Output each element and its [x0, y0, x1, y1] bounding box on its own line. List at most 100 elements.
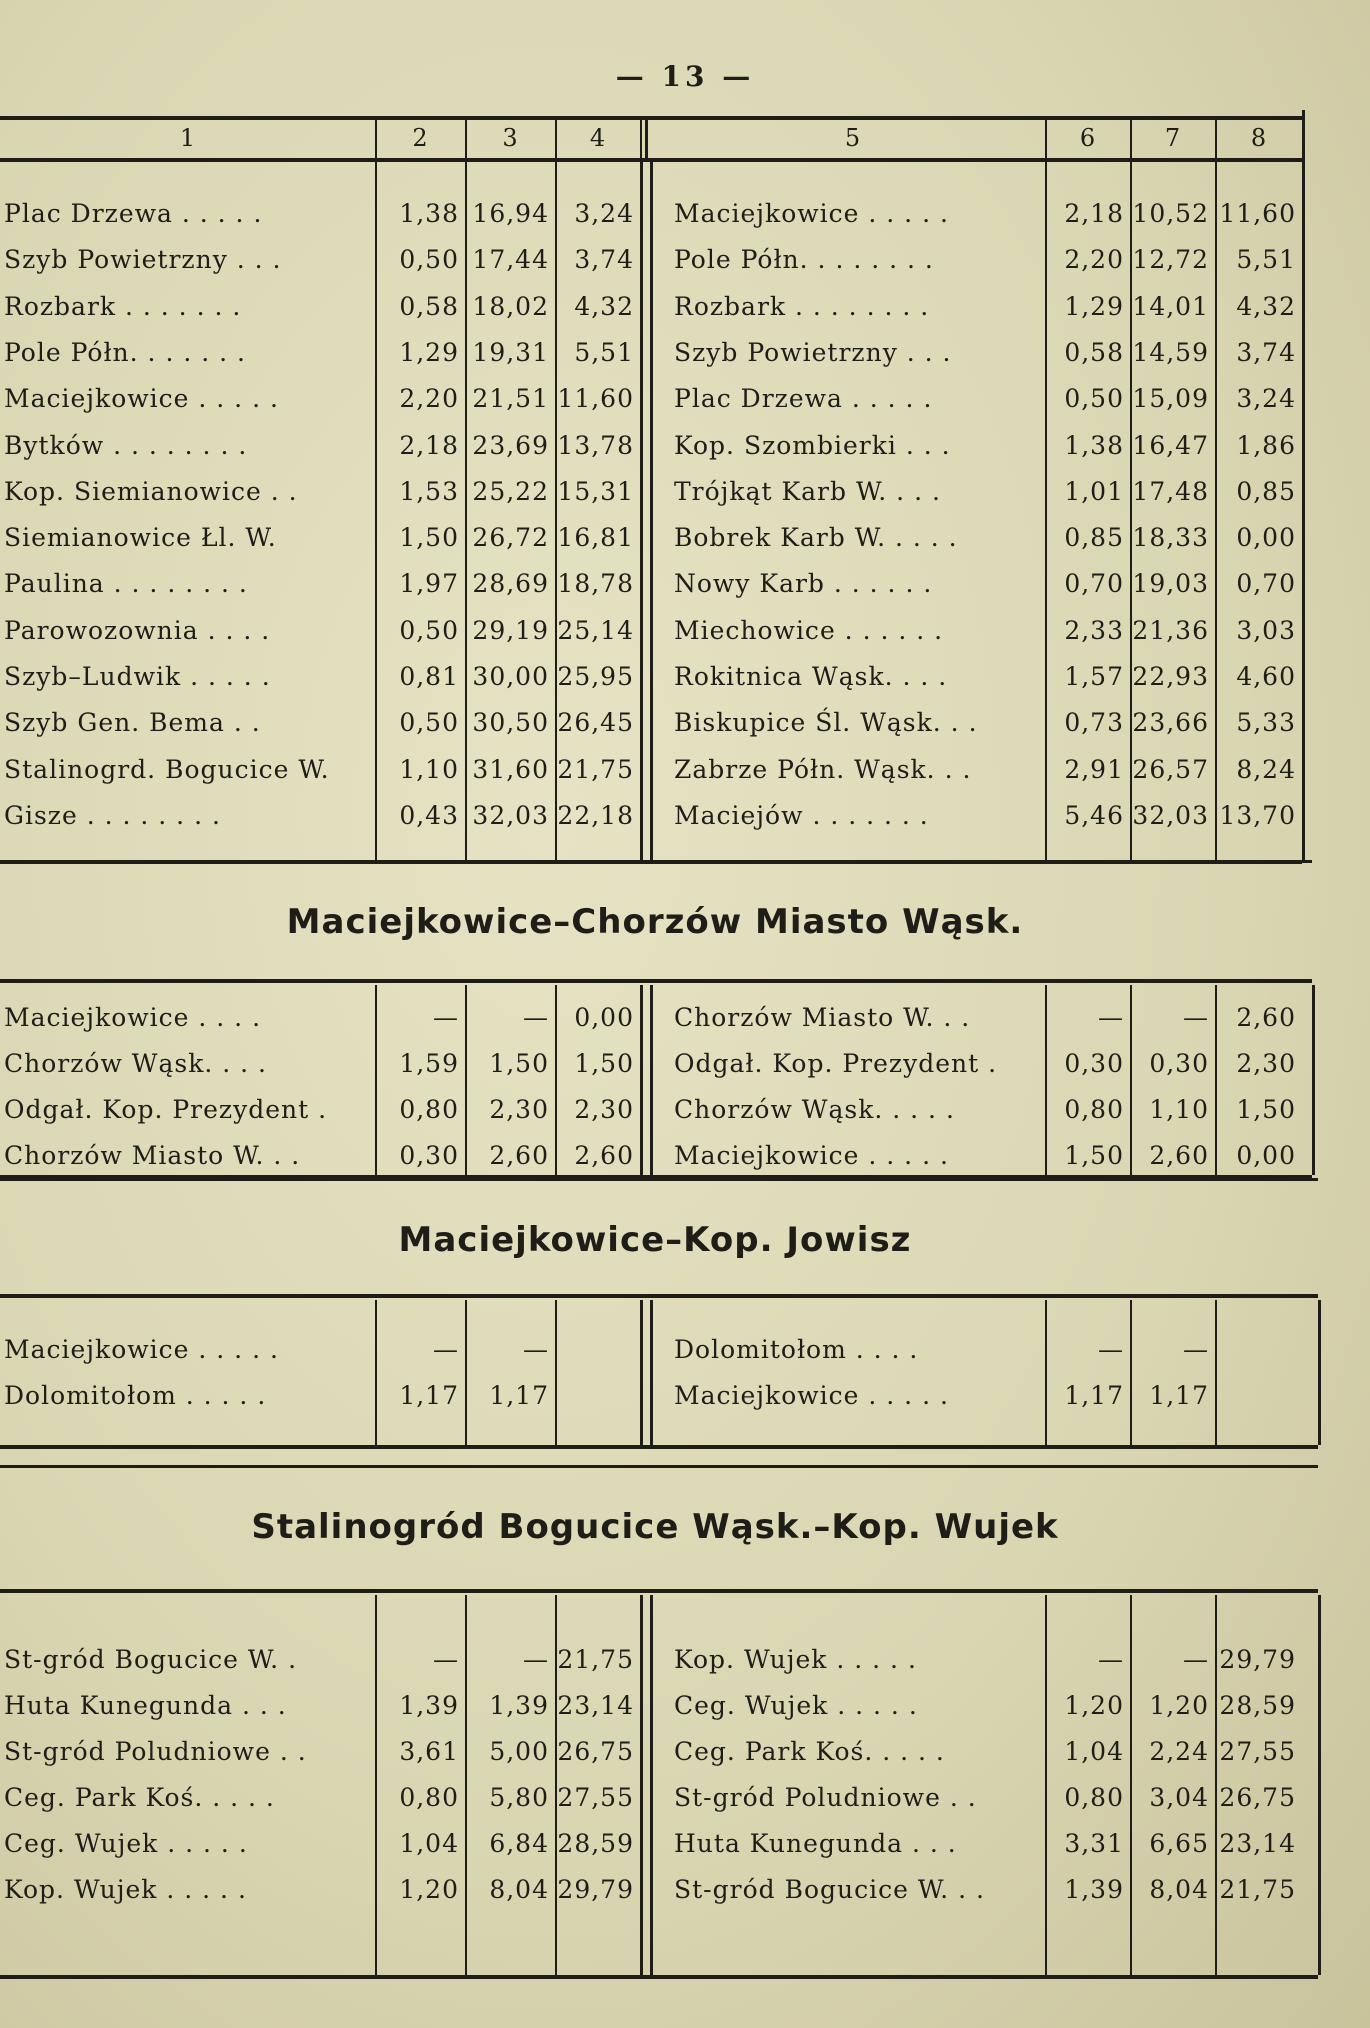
distance-value: 1,38: [399, 199, 459, 228]
station-name: Zabrze Półn. Wąsk. . .: [674, 754, 972, 784]
distance-value: 0,85: [1236, 476, 1296, 506]
station-name: St-gród Poludniowe . .: [674, 1783, 977, 1812]
distance-value: 15,31: [557, 476, 634, 506]
station-name: St-gród Poludniowe . .: [4, 1737, 307, 1766]
distance-value: 8,24: [1236, 754, 1296, 784]
distance-value: 1,39: [1064, 1875, 1124, 1904]
station-name: Chorzów Miasto W. . .: [674, 1003, 971, 1032]
column-divider: [1318, 1300, 1321, 1445]
station-name: Maciejkowice . . . . .: [4, 1335, 279, 1364]
column-divider: [1130, 118, 1132, 158]
distance-value: 1,50: [574, 1049, 634, 1078]
distance-value: 12,72: [1132, 245, 1209, 275]
distance-value: 11,60: [557, 384, 634, 414]
column-header: 7: [1164, 124, 1181, 152]
station-name: Maciejkowice . . . . .: [674, 1141, 949, 1170]
station-name: Plac Drzewa . . . . .: [4, 199, 263, 228]
distance-value: 3,74: [1236, 337, 1296, 367]
column-divider: [1215, 1300, 1217, 1445]
distance-value: 2,60: [489, 1141, 549, 1170]
column-divider: [375, 985, 377, 1175]
distance-value: 30,00: [472, 662, 549, 691]
column-divider: [1215, 160, 1217, 860]
distance-value: —: [1098, 1003, 1124, 1032]
column-divider: [555, 985, 557, 1175]
distance-value: 17,44: [472, 245, 549, 275]
distance-value: 1,50: [1236, 1095, 1296, 1124]
distance-value: —: [523, 1645, 549, 1674]
distance-value: 0,00: [1236, 523, 1296, 553]
distance-value: 21,75: [1219, 1875, 1296, 1904]
column-divider: [1302, 110, 1305, 860]
column-divider: [375, 1300, 377, 1445]
column-header: 2: [412, 124, 428, 152]
column-divider: [1215, 985, 1217, 1175]
distance-value: 21,75: [557, 1645, 634, 1674]
distance-value: 4,60: [1236, 662, 1296, 691]
station-name: Dolomitołom . . . . .: [4, 1381, 267, 1410]
distance-value: 28,59: [557, 1829, 634, 1858]
column-divider: [1045, 985, 1047, 1175]
distance-value: 0,80: [399, 1095, 459, 1124]
distance-value: 3,31: [1064, 1829, 1124, 1858]
column-divider: [465, 160, 467, 860]
distance-value: 1,53: [399, 476, 459, 506]
section-title: Maciejkowice–Kop. Jowisz: [398, 1220, 912, 1260]
distance-value: 26,75: [557, 1737, 634, 1766]
column-divider: [375, 160, 377, 860]
distance-value: 21,36: [1132, 615, 1209, 645]
distance-value: 15,09: [1132, 384, 1209, 414]
column-divider: [465, 1300, 467, 1445]
column-divider: [640, 985, 643, 1175]
horizontal-rule: [0, 1465, 1318, 1468]
distance-value: 0,30: [1064, 1049, 1124, 1078]
distance-value: 23,14: [557, 1691, 634, 1720]
distance-value: —: [1183, 1645, 1209, 1674]
distance-value: 0,70: [1064, 569, 1124, 599]
column-divider: [1318, 1595, 1321, 1975]
station-name: Rozbark . . . . . . . .: [674, 291, 930, 321]
distance-value: 0,50: [399, 708, 459, 738]
column-header: 3: [502, 124, 518, 152]
distance-value: 0,58: [399, 291, 459, 321]
column-divider: [1045, 1595, 1047, 1975]
station-name: Pole Półn. . . . . . .: [4, 337, 246, 367]
column-divider: [1312, 985, 1315, 1175]
distance-value: 1,86: [1236, 430, 1296, 460]
distance-value: 8,04: [489, 1875, 549, 1904]
distance-value: 1,38: [1064, 430, 1124, 460]
distance-value: 29,19: [472, 615, 549, 645]
distance-value: 1,59: [399, 1049, 459, 1078]
station-name: Maciejkowice . . . .: [4, 1003, 262, 1032]
distance-value: 2,18: [1064, 199, 1124, 228]
page-number: — 13 —: [615, 60, 755, 93]
station-name: Bytków . . . . . . . .: [4, 430, 248, 460]
column-divider: [1130, 160, 1132, 860]
distance-value: 2,30: [1236, 1049, 1296, 1078]
distance-value: 23,66: [1132, 708, 1209, 738]
distance-value: 2,20: [1064, 245, 1124, 275]
distance-value: 2,18: [399, 430, 459, 460]
distance-value: 0,00: [1236, 1141, 1296, 1170]
station-name: Chorzów Miasto W. . .: [4, 1141, 301, 1170]
distance-value: 19,03: [1132, 569, 1209, 599]
station-name: Szyb Gen. Bema . .: [4, 708, 261, 738]
distance-value: 1,01: [1064, 476, 1124, 506]
station-name: Stalinogrd. Bogucice W.: [4, 754, 330, 784]
distance-value: 1,29: [1064, 291, 1124, 321]
distance-value: 0,80: [1064, 1783, 1124, 1812]
station-name: Kop. Siemianowice . .: [4, 476, 298, 506]
station-name: Paulina . . . . . . . .: [4, 569, 248, 599]
distance-value: 26,72: [472, 523, 549, 553]
distance-value: 22,18: [557, 800, 634, 830]
station-name: Maciejkowice . . . . .: [674, 1381, 949, 1410]
distance-value: 19,31: [472, 337, 549, 367]
station-name: Szyb Powietrzny . . .: [674, 337, 952, 367]
distance-value: 1,50: [399, 523, 459, 553]
distance-value: 25,22: [472, 476, 549, 506]
distance-value: 5,33: [1236, 708, 1296, 738]
column-divider: [1215, 118, 1217, 158]
distance-value: 4,32: [1236, 291, 1296, 321]
station-name: Huta Kunegunda . . .: [674, 1829, 957, 1858]
horizontal-rule: [0, 860, 1312, 863]
